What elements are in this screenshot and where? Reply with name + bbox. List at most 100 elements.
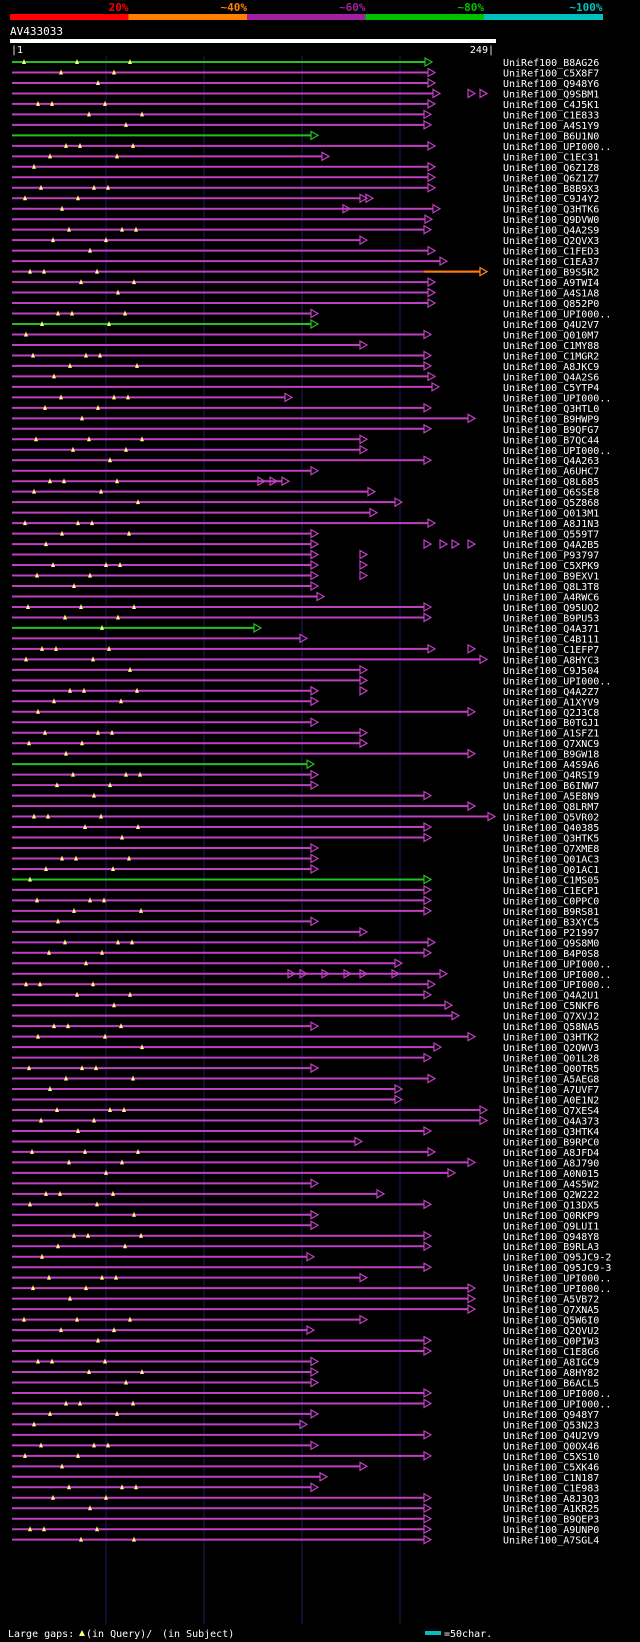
hit-row[interactable]: UniRef100_Q7XNC9 (12, 738, 599, 750)
hit-row[interactable]: UniRef100_Q6Z1Z7 (12, 172, 599, 184)
hit-label[interactable]: UniRef100_C1ECP1 (503, 886, 599, 897)
hit-label[interactable]: UniRef100_UPI000.. (503, 1389, 611, 1400)
hit-row[interactable]: UniRef100_Q2J3C8 (12, 706, 599, 719)
hit-row[interactable]: UniRef100_UPI000.. (12, 444, 611, 457)
hit-label[interactable]: UniRef100_Q5VR02 (503, 813, 599, 824)
hit-label[interactable]: UniRef100_Q01L28 (503, 1054, 599, 1065)
hit-row[interactable]: UniRef100_Q9S8M0 (12, 937, 599, 949)
hit-label[interactable]: UniRef100_Q3HTK4 (503, 1127, 599, 1138)
hit-label[interactable]: UniRef100_Q948Y8 (503, 1232, 599, 1243)
hit-label[interactable]: UniRef100_C1E8G6 (503, 1347, 599, 1358)
hit-label[interactable]: UniRef100_A4S1A8 (503, 289, 599, 300)
hit-label[interactable]: UniRef100_C5X8F7 (503, 68, 599, 79)
hit-label[interactable]: UniRef100_C1MGR2 (503, 351, 599, 362)
hit-label[interactable]: UniRef100_Q5W6I0 (503, 1316, 599, 1327)
hit-label[interactable]: UniRef100_Q13DX5 (503, 1200, 599, 1211)
hit-label[interactable]: UniRef100_A1XYV9 (503, 697, 599, 708)
hit-label[interactable]: UniRef100_Q3HTK2 (503, 1033, 599, 1044)
hit-row[interactable]: UniRef100_Q4U2V9 (12, 1429, 599, 1442)
hit-row[interactable]: UniRef100_Q4A263 (12, 455, 599, 467)
hit-label[interactable]: UniRef100_C5NKF6 (503, 1001, 599, 1012)
hit-row[interactable]: UniRef100_B9S5R2 (12, 266, 599, 279)
hit-label[interactable]: UniRef100_B9PU53 (503, 613, 599, 624)
hit-label[interactable]: UniRef100_Q9SBM1 (503, 89, 599, 100)
hit-label[interactable]: UniRef100_Q95JC9-3 (503, 1263, 611, 1274)
hit-label[interactable]: UniRef100_Q01AC1 (503, 865, 599, 876)
hit-label[interactable]: UniRef100_Q2QVU2 (503, 1326, 599, 1337)
hit-row[interactable]: UniRef100_C4J5K1 (12, 98, 599, 111)
hit-row[interactable]: UniRef100_B9RLA3 (12, 1241, 599, 1253)
hit-label[interactable]: UniRef100_B9RPC0 (503, 1137, 599, 1148)
hit-row[interactable]: UniRef100_B6U1N0 (12, 130, 599, 142)
hit-row[interactable]: UniRef100_UPI000.. (12, 958, 611, 970)
hit-label[interactable]: UniRef100_C5XK46 (503, 1462, 599, 1473)
hit-label[interactable]: UniRef100_A6UHC7 (503, 467, 599, 478)
hit-label[interactable]: UniRef100_C1EA37 (503, 257, 599, 268)
hit-row[interactable]: UniRef100_C1EA37 (12, 256, 599, 268)
hit-row[interactable]: UniRef100_Q3HTK6 (12, 203, 599, 216)
hit-row[interactable]: UniRef100_C1MY88 (12, 339, 599, 352)
hit-row[interactable]: UniRef100_Q4A2S6 (12, 371, 599, 383)
hit-row[interactable]: UniRef100_C1E833 (12, 109, 599, 121)
hit-row[interactable]: UniRef100_Q9SBM1 (12, 88, 599, 100)
hit-label[interactable]: UniRef100_Q559T7 (503, 530, 599, 541)
hit-row[interactable]: UniRef100_A8JFD4 (12, 1146, 599, 1159)
hit-label[interactable]: UniRef100_A1KR25 (503, 1504, 599, 1515)
hit-row[interactable]: UniRef100_B9RS81 (12, 905, 599, 918)
hit-label[interactable]: UniRef100_UPI000.. (503, 980, 611, 991)
hit-label[interactable]: UniRef100_UPI000.. (503, 142, 611, 153)
hit-row[interactable]: UniRef100_A8J3Q3 (12, 1492, 599, 1505)
hit-row[interactable]: UniRef100_B6ACL5 (12, 1377, 599, 1389)
hit-label[interactable]: UniRef100_Q9DVW0 (503, 215, 599, 226)
hit-label[interactable]: UniRef100_A5VB72 (503, 1295, 599, 1306)
hit-row[interactable]: UniRef100_UPI000.. (12, 392, 611, 404)
hit-label[interactable]: UniRef100_Q4A2U1 (503, 991, 599, 1002)
hit-row[interactable]: UniRef100_C5NKF6 (12, 1000, 599, 1012)
hit-label[interactable]: UniRef100_Q013M1 (503, 509, 599, 520)
hit-row[interactable]: UniRef100_A0E1N2 (12, 1094, 599, 1107)
hit-row[interactable]: UniRef100_Q3HTK5 (12, 832, 599, 845)
hit-label[interactable]: UniRef100_UPI000.. (503, 676, 611, 687)
hit-label[interactable]: UniRef100_Q3HTL0 (503, 404, 599, 415)
hit-label[interactable]: UniRef100_Q53N23 (503, 1420, 599, 1431)
hit-row[interactable]: UniRef100_C1FED3 (12, 245, 599, 258)
hit-label[interactable]: UniRef100_B6INW7 (503, 781, 599, 792)
hit-label[interactable]: UniRef100_A4S9A6 (503, 760, 599, 771)
hit-label[interactable]: UniRef100_UPI000.. (503, 310, 611, 321)
hit-label[interactable]: UniRef100_Q010M7 (503, 330, 599, 341)
hit-row[interactable]: UniRef100_P21997 (12, 926, 599, 939)
hit-row[interactable]: UniRef100_B0TGJ1 (12, 717, 599, 729)
hit-label[interactable]: UniRef100_Q7XVJ2 (503, 1012, 599, 1023)
hit-label[interactable]: UniRef100_A8JFD4 (503, 1148, 599, 1159)
hit-row[interactable]: UniRef100_C1E8G6 (12, 1346, 599, 1358)
hit-row[interactable]: UniRef100_Q5VR02 (12, 811, 599, 824)
hit-row[interactable]: UniRef100_Q4A2U1 (12, 989, 599, 1002)
hit-row[interactable]: UniRef100_B9HWP9 (12, 413, 599, 425)
hit-row[interactable]: UniRef100_A6UHC7 (12, 465, 599, 478)
hit-label[interactable]: UniRef100_B9QFG7 (503, 425, 599, 436)
hit-label[interactable]: UniRef100_C1N187 (503, 1473, 599, 1484)
hit-label[interactable]: UniRef100_P21997 (503, 928, 599, 939)
hit-label[interactable]: UniRef100_Q95JC9-2 (503, 1253, 611, 1264)
hit-label[interactable]: UniRef100_B8AG26 (503, 58, 599, 69)
hit-label[interactable]: UniRef100_C5YTP4 (503, 383, 599, 394)
hit-label[interactable]: UniRef100_C0PPC0 (503, 896, 599, 907)
hit-label[interactable]: UniRef100_A8J3Q3 (503, 1494, 599, 1505)
hit-row[interactable]: UniRef100_Q7XES4 (12, 1104, 599, 1117)
hit-label[interactable]: UniRef100_B9HWP9 (503, 414, 599, 425)
hit-label[interactable]: UniRef100_A9TWI4 (503, 278, 599, 289)
hit-row[interactable]: UniRef100_C0PPC0 (12, 895, 599, 907)
hit-label[interactable]: UniRef100_Q4A2B5 (503, 540, 599, 551)
hit-row[interactable]: UniRef100_A8J1N3 (12, 518, 599, 530)
hit-row[interactable]: UniRef100_Q7XME8 (12, 842, 599, 855)
hit-row[interactable]: UniRef100_Q2QVX3 (12, 235, 599, 247)
hit-row[interactable]: UniRef100_Q0OX46 (12, 1440, 599, 1452)
hit-row[interactable]: UniRef100_Q13DX5 (12, 1199, 599, 1211)
hit-row[interactable]: UniRef100_Q4A371 (12, 622, 599, 635)
hit-row[interactable]: UniRef100_UPI000.. (12, 140, 611, 153)
hit-row[interactable]: UniRef100_A4S5W2 (12, 1178, 599, 1190)
hit-row[interactable]: UniRef100_Q95JC9-3 (12, 1262, 611, 1274)
hit-row[interactable]: UniRef100_C1MS05 (12, 874, 599, 886)
hit-label[interactable]: UniRef100_C5XPK9 (503, 561, 599, 572)
hit-row[interactable]: UniRef100_C5XK46 (12, 1461, 599, 1473)
